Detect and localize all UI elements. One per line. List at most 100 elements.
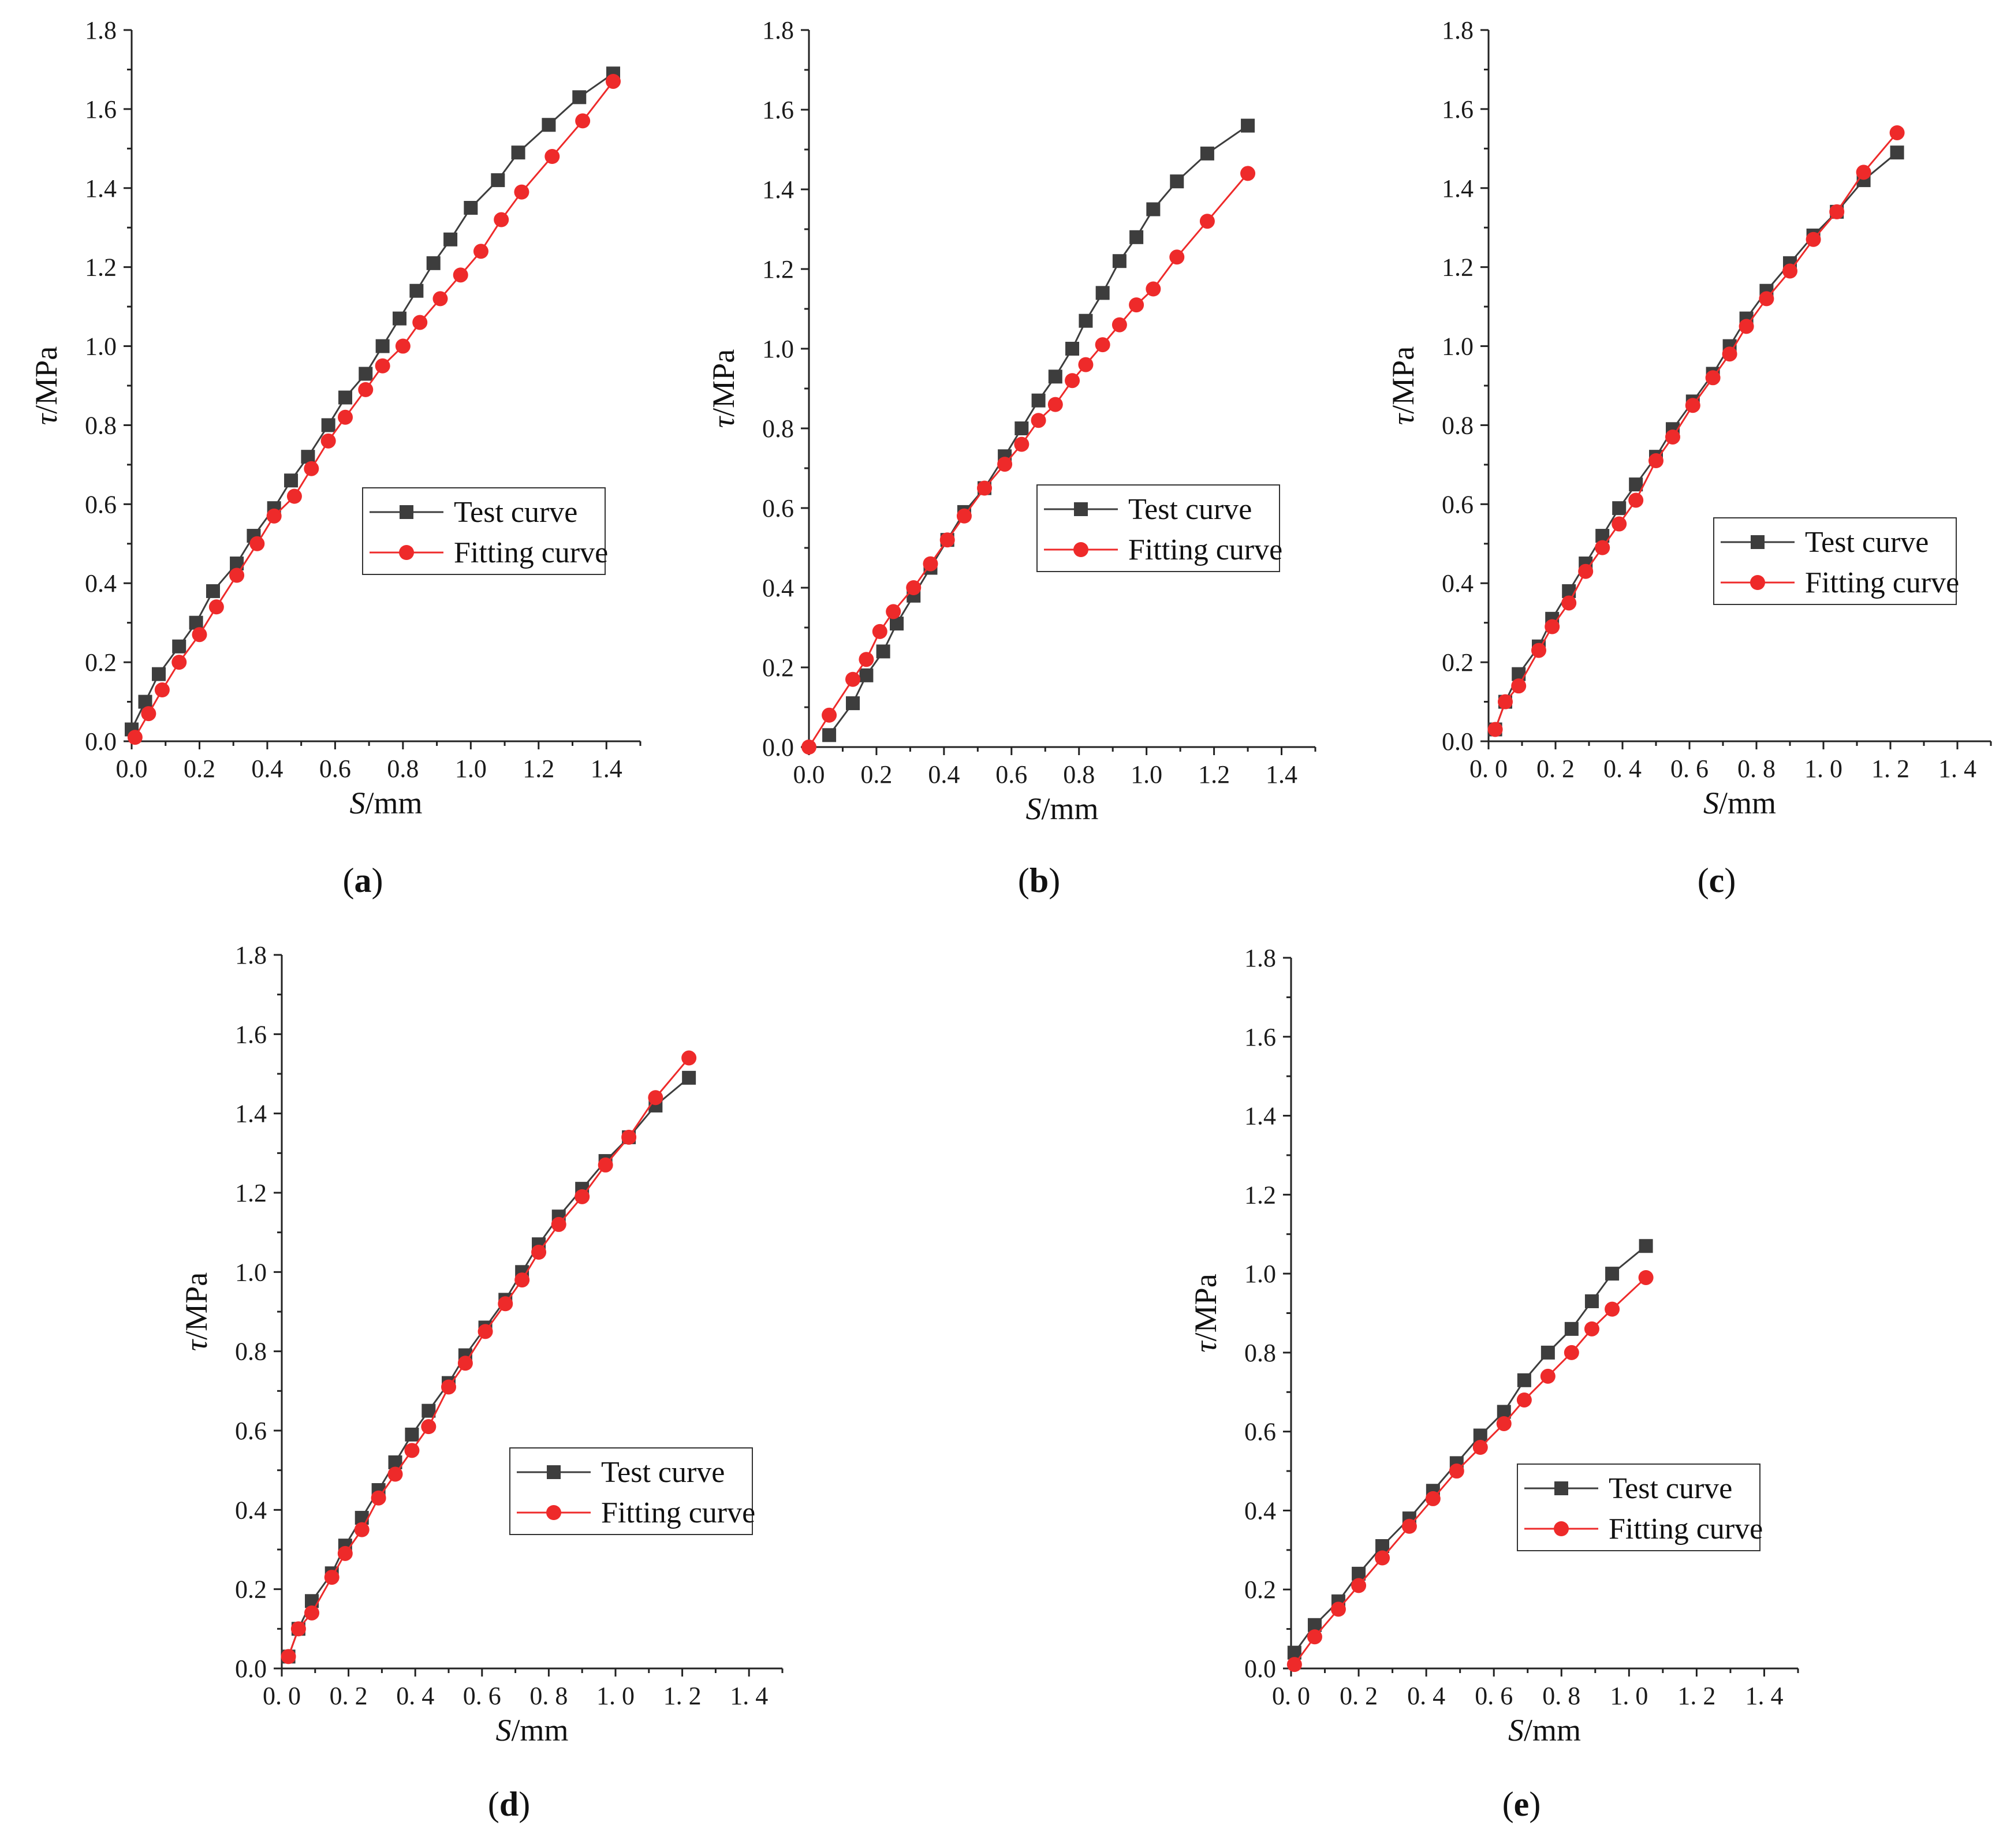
series-test-curve	[1287, 1239, 1653, 1660]
legend: Test curve Fitting curve	[362, 487, 608, 575]
x-tick-label: 1.2	[1198, 760, 1230, 789]
data-point	[422, 1403, 436, 1418]
data-point	[1048, 369, 1062, 384]
panel-label: (b)	[1018, 861, 1060, 899]
data-point	[1564, 1345, 1579, 1360]
y-tick-label: 1.8	[762, 16, 794, 44]
data-point	[845, 671, 861, 687]
data-point	[494, 212, 509, 227]
data-point	[473, 244, 488, 259]
data-point	[876, 644, 890, 659]
legend: Test curve Fitting curve	[509, 1447, 755, 1535]
y-tick-label: 1.2	[762, 255, 794, 283]
y-tick-label: 0.0	[762, 733, 794, 761]
data-point	[457, 1356, 473, 1371]
data-point	[1169, 249, 1185, 265]
data-point	[956, 508, 972, 524]
y-tick-label: 1.4	[1442, 174, 1474, 203]
x-tick-label: 1. 4	[1745, 1682, 1783, 1710]
panel-a: 0.0 0.2 0.4 0.6 0.8 1.0 1.2 1.4 1.6 1.8 0.0 0.2 0.4 0…	[29, 16, 641, 899]
data-point	[514, 184, 529, 200]
data-point	[421, 1419, 437, 1435]
data-point	[1665, 429, 1680, 445]
data-point	[1540, 1368, 1556, 1384]
legend-marker	[399, 545, 414, 560]
data-point	[551, 1216, 566, 1232]
y-tick-label: 0.4	[85, 569, 117, 598]
data-point	[1639, 1239, 1653, 1253]
x-tick-label: 1. 4	[730, 1682, 768, 1710]
data-point	[1111, 317, 1127, 333]
data-point	[1065, 373, 1080, 389]
y-tick-label: 1.4	[85, 174, 117, 203]
legend-label: Test curve	[454, 496, 577, 529]
y-tick-label: 1.8	[85, 16, 117, 44]
x-tick-label: 1. 2	[1677, 1682, 1715, 1710]
data-point	[648, 1090, 663, 1106]
y-tick-label: 0.6	[762, 494, 794, 522]
y-tick-label: 0.8	[1442, 411, 1474, 439]
data-point	[208, 599, 224, 615]
y-tick-label: 1.8	[1442, 16, 1474, 44]
data-point	[375, 358, 390, 374]
series-fitting-curve	[1487, 125, 1905, 737]
x-tick-label: 0. 6	[463, 1682, 501, 1710]
series-fitting-curve	[281, 1050, 697, 1664]
y-tick-label: 1.0	[235, 1258, 267, 1286]
data-point	[1782, 263, 1797, 279]
y-tick-label: 0.2	[1442, 648, 1474, 677]
data-point	[229, 568, 245, 583]
legend-box	[1517, 1464, 1760, 1551]
x-axis-label: S/mm	[1025, 792, 1098, 826]
panel-e: 0.0 0.2 0.4 0.6 0.8 1.0 1.2 1.4 1.6 1.8 0. 0 0. 2 0.…	[1188, 944, 1799, 1823]
data-point	[405, 1427, 419, 1442]
data-point	[1199, 214, 1215, 229]
x-tick-label: 0. 8	[1737, 755, 1776, 783]
data-point	[1605, 1267, 1620, 1281]
data-point	[1472, 1440, 1488, 1455]
legend-box	[362, 487, 606, 575]
data-point	[598, 1157, 613, 1173]
x-tick-label: 1. 2	[663, 1682, 702, 1710]
data-point	[284, 473, 299, 488]
data-point	[409, 283, 424, 298]
y-tick-label: 0.2	[1244, 1576, 1276, 1604]
data-point	[1330, 1601, 1346, 1617]
data-point	[572, 90, 587, 104]
series-fitting-curve	[1286, 1270, 1654, 1672]
data-point	[375, 339, 390, 353]
y-tick-label: 1.0	[1244, 1260, 1276, 1288]
x-tick-label: 0. 6	[1670, 755, 1709, 783]
data-point	[395, 338, 411, 354]
x-tick-label: 0.8	[387, 755, 419, 783]
data-point	[1047, 397, 1063, 412]
y-tick-label: 1.6	[235, 1020, 267, 1048]
series-test-curve	[281, 1070, 696, 1664]
legend-label: Test curve	[1128, 493, 1252, 526]
y-tick-label: 1.2	[85, 253, 117, 282]
data-point	[1759, 291, 1774, 307]
data-point	[1129, 230, 1144, 244]
panel-label: (d)	[488, 1785, 530, 1823]
y-tick-label: 0.0	[85, 727, 117, 756]
data-point	[1170, 174, 1184, 189]
data-point	[575, 113, 591, 129]
series-line	[1293, 1276, 1647, 1666]
y-tick-label: 1.8	[235, 941, 267, 969]
series-fitting-curve	[801, 166, 1256, 755]
data-point	[1629, 477, 1643, 492]
data-point	[1856, 165, 1871, 180]
data-point	[1014, 421, 1029, 435]
data-point	[1498, 694, 1513, 710]
panel-c: 0.0 0.2 0.4 0.6 0.8 1.0 1.2 1.4 1.6 1.8 0. 0 0. 2 0.…	[1386, 16, 1992, 899]
y-tick-label: 1.4	[762, 176, 794, 204]
data-point	[939, 532, 955, 548]
data-point	[1584, 1294, 1599, 1308]
x-tick-label: 1. 0	[1804, 755, 1842, 783]
panel-d: 0.0 0.2 0.4 0.6 0.8 1.0 1.2 1.4 1.6 1.8 0. 0 0. 2 0.…	[179, 941, 784, 1823]
legend-box	[1036, 484, 1280, 572]
x-tick-label: 0.4	[251, 755, 283, 783]
series-line	[288, 1077, 690, 1657]
data-point	[154, 682, 170, 698]
